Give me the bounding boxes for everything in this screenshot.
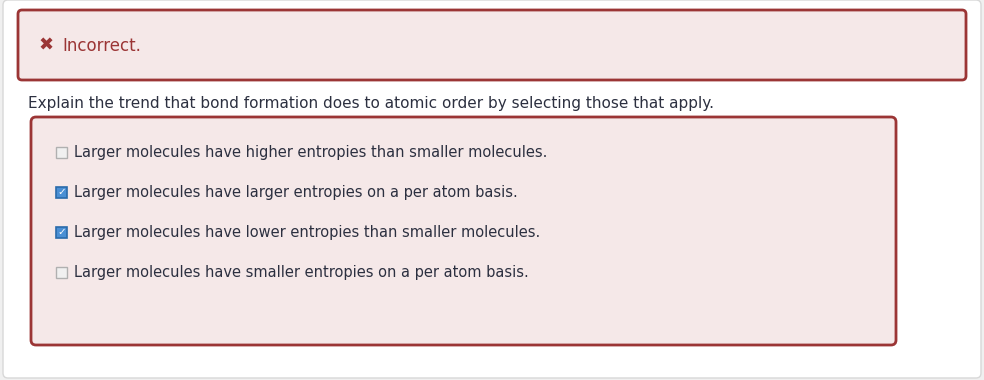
Text: Explain the trend that bond formation does to atomic order by selecting those th: Explain the trend that bond formation do…	[28, 96, 714, 111]
FancyBboxPatch shape	[3, 0, 981, 378]
Text: Larger molecules have higher entropies than smaller molecules.: Larger molecules have higher entropies t…	[74, 144, 547, 160]
FancyBboxPatch shape	[56, 226, 67, 238]
Text: Incorrect.: Incorrect.	[62, 37, 141, 55]
Text: ✖: ✖	[38, 37, 53, 55]
FancyBboxPatch shape	[56, 147, 67, 157]
Text: ✓: ✓	[57, 227, 66, 237]
Text: Larger molecules have larger entropies on a per atom basis.: Larger molecules have larger entropies o…	[74, 185, 518, 200]
FancyBboxPatch shape	[18, 10, 966, 80]
Text: ✓: ✓	[57, 187, 66, 197]
FancyBboxPatch shape	[31, 117, 896, 345]
FancyBboxPatch shape	[56, 266, 67, 277]
FancyBboxPatch shape	[56, 187, 67, 198]
Text: Larger molecules have smaller entropies on a per atom basis.: Larger molecules have smaller entropies …	[74, 264, 528, 280]
Text: Larger molecules have lower entropies than smaller molecules.: Larger molecules have lower entropies th…	[74, 225, 540, 239]
